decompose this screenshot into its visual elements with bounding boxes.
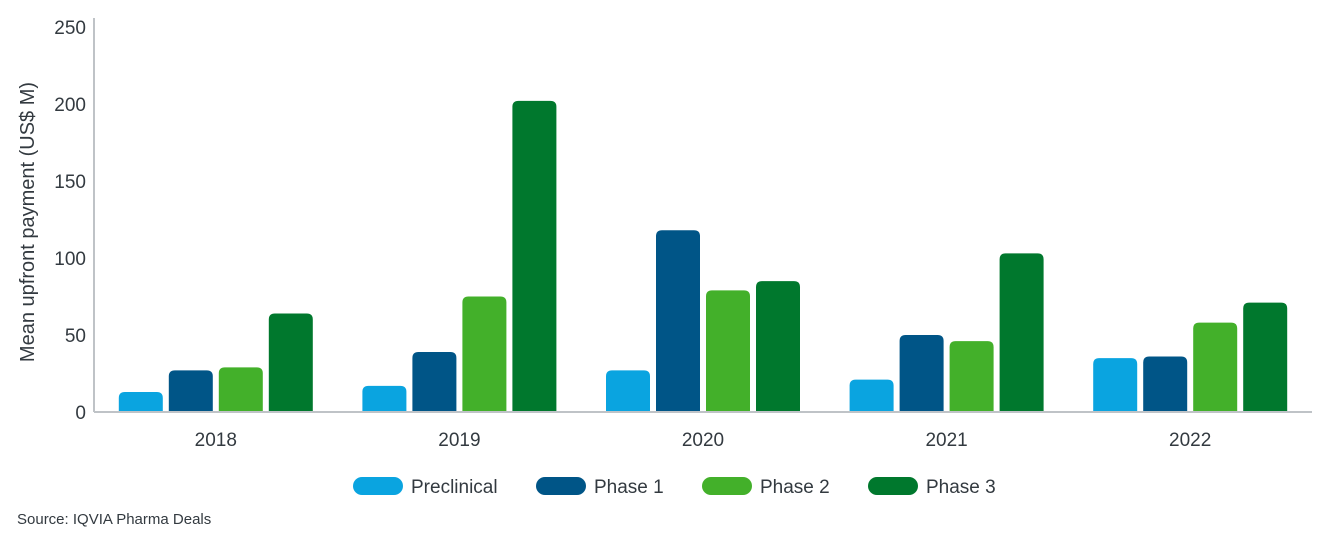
bar-2022-phase-2 [1193,322,1238,412]
y-axis-title: Mean upfront payment (US$ M) [17,82,39,362]
y-tick-label-50: 50 [65,326,86,347]
bar-2019-phase-2 [462,296,507,412]
legend-label-phase-3: Phase 3 [926,477,996,498]
legend-swatch-phase-2 [702,477,752,495]
x-axis-ticks: 2018 2019 2020 2021 2022 [195,430,1212,451]
bar-2018-phase-2 [218,367,263,412]
bar-2022-phase-3 [1243,302,1288,412]
bar-2022-phase-1 [1143,356,1188,412]
bar-2019-preclinical [362,385,407,412]
x-tick-label-2018: 2018 [195,430,237,451]
bar-2021-phase-3 [999,253,1044,412]
legend-label-phase-2: Phase 2 [760,477,830,498]
bars [118,100,1288,413]
bar-2019-phase-3 [512,100,557,413]
legend-swatch-phase-3 [868,477,918,495]
legend-swatch-preclinical [353,477,403,495]
x-tick-label-2022: 2022 [1169,430,1211,451]
bar-2020-preclinical [606,370,650,412]
y-axis-ticks: 0 50 100 150 200 250 [54,18,86,424]
bar-2019-phase-1 [412,351,457,412]
bar-2020-phase-2 [706,290,750,412]
legend: Preclinical Phase 1 Phase 2 Phase 3 [353,477,996,498]
source-note: Source: IQVIA Pharma Deals [17,511,212,528]
y-tick-label-150: 150 [54,172,86,193]
bar-2022-preclinical [1093,358,1138,412]
bar-2018-phase-3 [268,313,313,412]
bar-2021-phase-1 [899,335,944,412]
legend-label-phase-1: Phase 1 [594,477,664,498]
y-tick-label-0: 0 [75,403,86,424]
bar-2021-phase-2 [949,341,994,412]
bar-2018-preclinical [118,391,163,412]
bar-2020-phase-1 [656,230,700,412]
legend-label-preclinical: Preclinical [411,477,498,498]
legend-swatch-phase-1 [536,477,586,495]
x-tick-label-2020: 2020 [682,430,724,451]
x-tick-label-2019: 2019 [438,430,480,451]
x-tick-label-2021: 2021 [925,430,967,451]
chart: 0 50 100 150 200 250 2018 2019 2020 2021 2022 Mea… [17,18,1312,498]
y-tick-label-100: 100 [54,249,86,270]
bar-2020-phase-3 [756,281,800,412]
y-tick-label-250: 250 [54,18,86,39]
y-tick-label-200: 200 [54,95,86,116]
bar-2021-preclinical [849,379,894,412]
bar-2018-phase-1 [168,370,213,412]
